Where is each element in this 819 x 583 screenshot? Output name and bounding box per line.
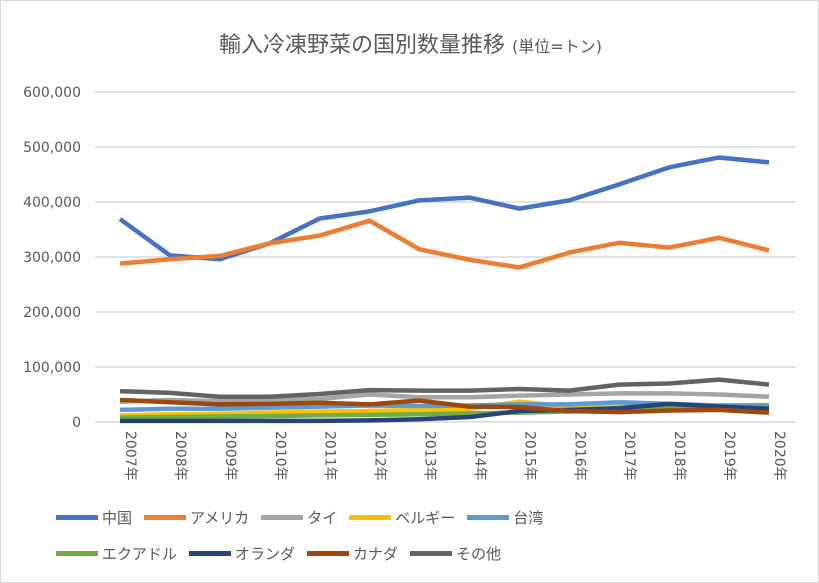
legend-swatch [467,515,510,520]
x-tick-label: 2015年 [521,431,537,481]
series-line [118,155,770,262]
x-tick-label: 2013年 [422,431,438,481]
series-line [119,404,770,420]
y-tick-label: 300,000 [23,250,81,266]
legend-label: カナダ [353,544,399,563]
y-tick-label: 600,000 [23,85,81,101]
x-tick-label: 2012年 [372,431,388,481]
series-1 [119,218,770,270]
title-unit: (単位=トン) [512,37,602,56]
x-tick-label: 2014年 [471,431,487,481]
legend-label: 台湾 [513,509,544,527]
legend-swatch [307,550,350,556]
legend-swatch [189,550,232,556]
legend-item: エクアドル [56,543,177,563]
y-tick-label: 0 [72,415,81,431]
x-tick-label: 2016年 [571,431,587,481]
series-2 [119,391,770,404]
x-tick-label: 2018年 [671,431,687,481]
legend-item: 台湾 [467,508,543,528]
legend-swatch [410,550,453,556]
series-line [119,218,770,270]
legend-label: エクアドル [102,544,178,563]
legend-item: 中国 [56,508,132,528]
x-tick-label: 2010年 [272,431,288,481]
legend-label: 中国 [102,509,133,527]
legend-swatch [56,550,98,556]
legend-label: アメリカ [190,509,250,527]
series-6 [120,401,770,424]
series-line [119,391,770,404]
series-8 [119,377,770,399]
series-line [119,377,770,399]
chart-title: 輸入冷凍野菜の国別数量推移 (単位=トン) [1,27,819,59]
series-line [119,397,770,415]
plot-area: 0 100,000 200,000 300,000 400,000 500,000 600,… [23,85,796,481]
y-tick-label: 400,000 [23,195,81,211]
legend-swatch [56,515,98,520]
x-tick-label: 2007年 [122,431,138,481]
x-tick-label: 2017年 [621,431,637,481]
legend-item: カナダ [307,543,398,563]
x-tick-label: 2020年 [771,431,787,481]
legend-item: ベルギー [349,508,455,528]
legend-swatch [261,515,304,520]
series-0 [118,155,770,262]
legend-label: オランダ [235,544,296,563]
x-tick-label: 2009年 [222,431,238,481]
x-tick-label: 2011年 [322,431,338,481]
legend-item: アメリカ [144,508,249,528]
y-tick-label: 100,000 [23,360,81,376]
series-7 [119,397,770,415]
legend-item: オランダ [189,543,295,563]
x-tick-label: 2019年 [721,431,737,481]
legend-swatch [349,515,392,520]
y-tick-label: 500,000 [23,140,81,156]
legend-label: その他 [456,544,502,563]
legend-label: タイ [307,509,338,527]
series-line [120,401,770,424]
x-tick-label: 2008年 [172,431,188,481]
legend: 中国 アメリカ タイ ベルギー 台湾エクアドル オランダ カナダ その他 [56,506,796,577]
legend-swatch [144,515,187,520]
y-tick-label: 200,000 [23,305,81,321]
legend-item: その他 [410,543,501,563]
legend-label: ベルギー [395,509,456,527]
series-5 [119,404,770,420]
title-text: 輸入冷凍野菜の国別数量推移 [219,33,506,58]
legend-item: タイ [261,508,337,528]
